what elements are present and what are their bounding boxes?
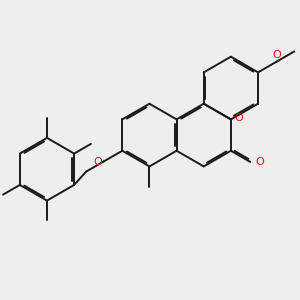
Text: O: O: [235, 113, 244, 123]
Text: O: O: [256, 157, 264, 167]
Text: O: O: [272, 50, 281, 60]
Text: O: O: [93, 157, 102, 167]
